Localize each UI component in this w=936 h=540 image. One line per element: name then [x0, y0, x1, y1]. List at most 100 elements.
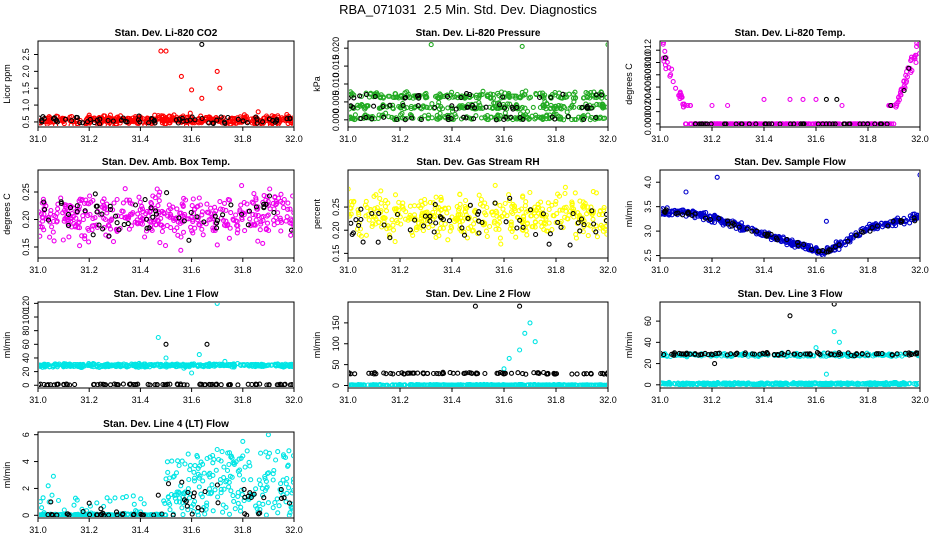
p8-reference-point: [515, 370, 521, 376]
p3-reference-point: [884, 121, 890, 126]
p1-reference-point: [266, 116, 272, 122]
p5-main-point: [483, 212, 489, 218]
p1-reference-point: [124, 119, 130, 125]
p4-xtick-label: 31.6: [183, 265, 201, 275]
p9-reference-point: [831, 303, 837, 307]
p5-main-point: [502, 200, 508, 207]
p8-ytick-label: 100: [331, 336, 341, 351]
p8-reference-point: [574, 371, 580, 377]
p2-main-point: [467, 94, 473, 101]
p3-main-point: [731, 121, 737, 126]
p7-main-point: [61, 362, 67, 368]
p5-main-point: [439, 206, 445, 212]
p8-main-point: [509, 382, 516, 387]
p2-main-point: [452, 94, 458, 100]
p5-reference-point: [376, 210, 382, 216]
p5-frame: [347, 169, 609, 259]
p9-main-point: [666, 379, 672, 385]
p4-main-point: [258, 219, 264, 225]
p3-ytick-label: 0.008: [643, 64, 653, 87]
p4-reference-point: [121, 222, 127, 228]
p8-frame: [347, 301, 609, 389]
p2-reference-point: [458, 95, 464, 101]
p9-main-point: [887, 380, 893, 386]
p2-main-point: [352, 112, 358, 118]
p7-main-point: [261, 363, 268, 369]
p7-main-point: [100, 363, 106, 370]
p2-main-point: [375, 115, 381, 121]
p8-reference-point: [430, 370, 437, 377]
p1-main-point: [61, 121, 67, 126]
p6-main-point: [917, 212, 919, 218]
p4-reference-point: [94, 209, 100, 215]
p5-main-point: [554, 211, 560, 217]
p5-main-point: [384, 226, 390, 232]
p9-reference-point: [749, 351, 756, 357]
p1-reference-point: [173, 117, 179, 123]
p2-main-point: [600, 103, 606, 109]
p2-main-point: [513, 95, 519, 101]
p2-main-point: [349, 89, 354, 95]
p9-reference-point: [807, 352, 813, 358]
p3-main-point: [901, 78, 907, 84]
p2-reference-point: [350, 104, 356, 110]
p2-reference-point: [584, 103, 590, 109]
p4-reference-point: [41, 199, 47, 205]
p5-reference-point: [558, 224, 564, 230]
p1-ytick-label: 2.5: [21, 48, 31, 61]
p5-reference-point: [476, 209, 482, 215]
p4-main-point: [101, 215, 107, 221]
figure-title: RBA_071031 2.5 Min. Std. Dev. Diagnostic…: [339, 2, 597, 17]
p4-main-point: [143, 228, 150, 234]
p6-xtick-label: 32.0: [911, 265, 929, 275]
p5-main-point: [487, 223, 493, 230]
p5-main-point: [580, 204, 586, 210]
p9-main-point: [916, 380, 919, 387]
p5-main-point: [594, 234, 600, 240]
p2-reference-point: [380, 104, 386, 110]
p7-reference-point: [274, 382, 280, 387]
p6-ytick-label: 2.5: [643, 249, 653, 262]
p6-reference-point: [845, 238, 851, 244]
p7-main-point: [68, 362, 74, 368]
p9-reference-point: [825, 350, 831, 356]
p2-main-point: [573, 116, 579, 123]
p6-reference-point: [716, 215, 722, 221]
p7-title: Stan. Dev. Line 1 Flow: [114, 289, 219, 300]
p4-reference-point: [65, 222, 71, 228]
p5-reference-point: [575, 220, 581, 226]
p3-reference-point: [777, 121, 783, 126]
p6-frame: [659, 169, 921, 259]
p8-main-point: [495, 382, 501, 387]
p4-main-point: [85, 225, 91, 232]
p4-main-point: [87, 193, 93, 199]
p2-reference-point: [416, 92, 422, 99]
p5-main-point: [523, 199, 529, 205]
p9-main-point: [661, 380, 667, 386]
p5-main-point: [493, 226, 499, 232]
p8-reference-point: [551, 371, 557, 377]
p5-main-point: [393, 206, 399, 212]
p8-reference-point: [434, 370, 440, 377]
p4-main-point: [107, 226, 114, 232]
p4-main-point: [242, 228, 248, 234]
p4-main-point: [130, 210, 136, 216]
p2-main-point: [604, 95, 607, 101]
p7-reference-point: [41, 381, 47, 387]
p9-reference-point: [716, 350, 722, 356]
p2-reference-point: [351, 95, 357, 101]
p4-main-point: [284, 214, 290, 220]
p2-main-point: [485, 93, 491, 99]
p5-reference-point: [589, 208, 595, 214]
p2-main-point: [507, 101, 513, 107]
p7-reference-point: [197, 381, 203, 387]
p5-main-point: [569, 199, 575, 205]
p3-main-point: [891, 121, 897, 126]
p2-main-point: [506, 91, 512, 97]
p4-main-point: [75, 220, 81, 226]
p7-main-point: [166, 363, 172, 369]
p4-main-point: [158, 222, 164, 228]
p4-main-point: [54, 218, 60, 224]
p2-reference-point: [445, 117, 451, 123]
p5-main-point: [386, 232, 392, 238]
